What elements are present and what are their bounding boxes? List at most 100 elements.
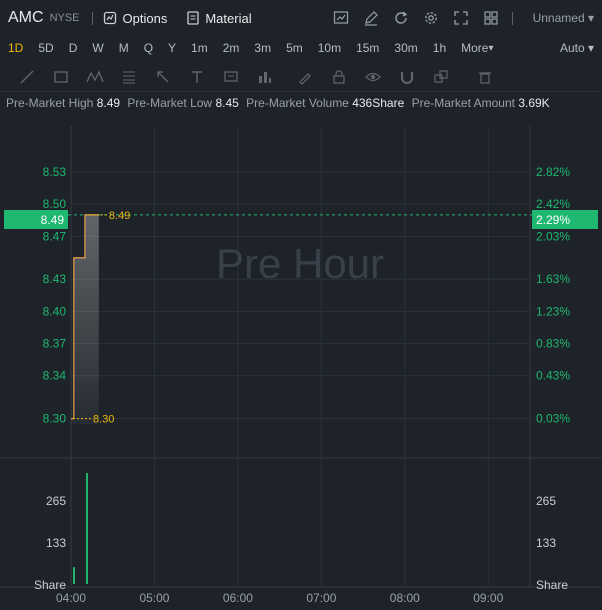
caret-down-icon: ▾ (587, 41, 594, 55)
drawing-toolbar (0, 62, 602, 92)
options-label: Options (122, 10, 168, 26)
trash-icon[interactable] (468, 65, 502, 89)
document-icon (187, 11, 199, 25)
timeframe-tab[interactable]: 30m (394, 41, 418, 55)
timeframe-tab[interactable]: 3m (254, 41, 272, 55)
timeframe-tab[interactable]: 1h (432, 41, 447, 55)
premarket-summary: Pre-Market High 8.49 Pre-Market Low 8.45… (0, 96, 602, 116)
timeframe-tab[interactable]: 10m (317, 41, 342, 55)
volume-bar (73, 567, 75, 584)
price-tick-label: 8.30 (43, 412, 67, 426)
pattern-tool-icon[interactable] (78, 65, 112, 89)
percent-tick-label: 1.63% (536, 272, 570, 286)
lock-icon[interactable] (322, 65, 356, 89)
timeframe-tab[interactable]: M (118, 41, 129, 55)
timeframe-bar: 1D 5D D W M Q Y 1m 2m 3m 5m 10m 15m 30m 1h More ▾ Auto ▾ (0, 36, 602, 60)
premarket-volume-value: 436Share (352, 96, 405, 110)
top-toolbar: AMC NYSE Options Material Unnamed ▾ (0, 0, 602, 36)
price-series: 8.49 8.30 (71, 210, 130, 426)
timeframe-tab[interactable]: 15m (356, 41, 380, 55)
percent-tick-label: 2.42% (536, 197, 570, 211)
bar-pattern-tool-icon[interactable] (248, 65, 282, 89)
price-tick-label: 8.43 (43, 272, 67, 286)
layout-select-label: Unnamed (532, 11, 585, 25)
chart-grid (0, 126, 602, 588)
link-copy-icon[interactable] (424, 65, 458, 89)
premarket-high-value: 8.49 (96, 96, 121, 110)
price-line (71, 214, 99, 420)
trend-line-tool-icon[interactable] (10, 65, 44, 89)
arrow-tool-icon[interactable] (146, 65, 180, 89)
time-axis: 04:00 05:00 06:00 07:00 08:00 09:00 (56, 591, 504, 605)
premarket-low-label: Pre-Market Low (127, 96, 213, 110)
timeframe-tab[interactable]: More (461, 41, 489, 55)
material-button[interactable]: Material (187, 10, 252, 26)
premarket-amount-label: Pre-Market Amount (411, 96, 515, 110)
fullscreen-icon[interactable] (446, 6, 476, 30)
percent-tick-label: 1.23% (536, 304, 570, 318)
price-tick-label: 8.53 (43, 165, 67, 179)
percent-tick-label: 0.03% (536, 412, 570, 426)
timeframe-tab[interactable]: Q (143, 41, 154, 55)
premarket-low-value: 8.45 (215, 96, 239, 110)
layout-select[interactable]: Unnamed ▾ (533, 11, 594, 25)
visibility-eye-icon[interactable] (356, 65, 390, 89)
volume-tick-label: 133 (536, 536, 556, 550)
volume-tick-label: 265 (46, 494, 66, 508)
percent-axis: 2.82% 2.42% 2.03% 1.63% 1.23% 0.83% 0.43% 0.03% (536, 165, 570, 426)
material-label: Material (205, 10, 252, 26)
time-tick-label: 07:00 (306, 591, 336, 605)
text-tool-icon[interactable] (180, 65, 214, 89)
price-axis: 8.53 8.50 8.47 8.43 8.40 8.37 8.34 8.30 (43, 165, 67, 426)
price-tick-label: 8.47 (43, 229, 67, 243)
percent-tick-label: 2.03% (536, 229, 570, 243)
caret-down-icon: ▾ (488, 42, 494, 54)
premarket-high-label: Pre-Market High (6, 96, 94, 110)
time-tick-label: 06:00 (223, 591, 253, 605)
high-marker-label: 8.49 (109, 210, 130, 222)
brush-tool-icon[interactable] (288, 65, 322, 89)
volume-bar (85, 473, 88, 584)
price-tick-label: 8.40 (43, 304, 67, 318)
ticker-symbol[interactable]: AMC (8, 9, 44, 26)
timeframe-tab[interactable]: D (68, 41, 78, 55)
settings-gear-icon[interactable] (416, 6, 446, 30)
fibonacci-tool-icon[interactable] (112, 65, 146, 89)
refresh-icon[interactable] (386, 6, 416, 30)
volume-pane: 265 265 133 133 Share Share (34, 473, 568, 592)
magnet-icon[interactable] (390, 65, 424, 89)
premarket-volume-label: Pre-Market Volume (246, 96, 349, 110)
volume-tick-label: 265 (536, 494, 556, 508)
price-tick-label: 8.50 (43, 197, 67, 211)
timeframe-tab[interactable]: 1D (8, 41, 24, 55)
current-price-tag: 8.49 (4, 210, 68, 229)
timeframe-tab[interactable]: 1m (191, 41, 208, 55)
session-watermark: Pre Hour (216, 240, 384, 287)
premarket-amount-value: 3.69K (518, 96, 550, 110)
time-tick-label: 04:00 (56, 591, 86, 605)
layout-grid-icon[interactable] (476, 6, 506, 30)
percent-tick-label: 0.43% (536, 369, 570, 383)
toolbar-divider (511, 11, 513, 25)
volume-unit-label: Share (34, 578, 66, 592)
price-tick-label: 8.34 (43, 369, 67, 383)
volume-unit-label: Share (536, 578, 568, 592)
note-tool-icon[interactable] (214, 65, 248, 89)
indicator-chart-icon[interactable] (326, 6, 356, 30)
timeframe-tab[interactable]: Y (168, 41, 177, 55)
timeframe-tab[interactable]: 5m (286, 41, 303, 55)
price-chart[interactable]: Pre Hour 8.53 8.50 8.47 8.43 8.40 8.37 8.34 8.3… (0, 126, 602, 610)
rectangle-tool-icon[interactable] (44, 65, 78, 89)
edit-icon[interactable] (356, 6, 386, 30)
percent-tick-label: 0.83% (536, 337, 570, 351)
time-tick-label: 05:00 (139, 591, 169, 605)
timeframe-tab[interactable]: W (92, 41, 104, 55)
timeframe-tab[interactable]: 5D (38, 41, 54, 55)
options-button[interactable]: Options (103, 10, 168, 26)
toolbar-icons: Unnamed ▾ (326, 6, 594, 30)
percent-tick-label: 2.82% (536, 165, 570, 179)
auto-scale-select[interactable]: Auto ▾ (560, 41, 594, 55)
exchange-label: NYSE (49, 12, 80, 24)
current-percent-tag: 2.29% (532, 210, 598, 229)
timeframe-tab[interactable]: 2m (222, 41, 240, 55)
